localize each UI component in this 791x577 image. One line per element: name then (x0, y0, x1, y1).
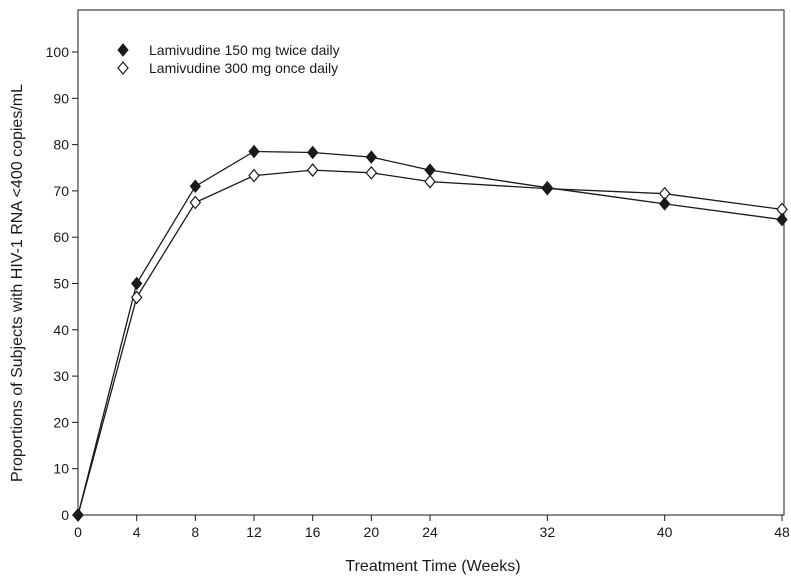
legend-label-series-1: Lamivudine 150 mg twice daily (149, 42, 340, 58)
x-axis-label: Treatment Time (Weeks) (345, 558, 520, 575)
data-point-series-1 (131, 276, 143, 291)
data-point-series-1 (307, 145, 319, 160)
x-tick-label: 12 (246, 524, 262, 540)
data-point-series-1 (776, 212, 788, 227)
y-tick-label: 40 (53, 322, 69, 338)
data-point-series-2 (424, 174, 436, 189)
legend-label-series-2: Lamivudine 300 mg once daily (149, 60, 338, 76)
data-point-series-1 (424, 163, 436, 177)
x-tick-label: 32 (540, 524, 556, 540)
plot-frame (77, 9, 785, 516)
y-tick-label: 10 (53, 461, 69, 477)
x-tick-label: 20 (364, 524, 380, 540)
legend-marker-open-diamond (117, 61, 129, 75)
data-point-series-1 (189, 179, 201, 194)
x-tick-label: 16 (305, 524, 321, 540)
y-tick-label: 50 (53, 276, 69, 292)
y-tick-label: 100 (46, 44, 70, 60)
data-point-series-2 (130, 290, 143, 305)
y-tick-label: 20 (53, 414, 69, 430)
x-axis-ticks: 0 4 8 12 16 20 24 32 40 48 (74, 515, 790, 540)
series-layer (72, 144, 788, 522)
legend-marker-filled-diamond (117, 43, 129, 57)
data-point-series-2 (365, 165, 378, 180)
data-point-series-2 (248, 168, 260, 183)
data-point-series-1 (541, 180, 553, 195)
chart-axes (77, 9, 785, 516)
x-tick-label: 48 (774, 524, 790, 540)
data-point-series-2 (189, 195, 202, 210)
y-tick-label: 0 (61, 507, 69, 523)
x-tick-label: 8 (191, 524, 199, 540)
data-point-series-2 (306, 163, 319, 178)
x-tick-label: 24 (422, 524, 438, 540)
x-tick-label: 4 (133, 524, 141, 540)
x-tick-label: 0 (74, 524, 82, 540)
x-tick-label: 40 (657, 524, 673, 540)
data-point-series-1 (72, 508, 84, 522)
legend: Lamivudine 150 mg twice daily Lamivudine… (117, 42, 340, 76)
y-tick-label: 70 (53, 183, 69, 199)
y-tick-label: 90 (53, 90, 69, 106)
series-line-1 (77, 150, 783, 516)
series-line-2 (77, 169, 783, 516)
data-point-series-1 (248, 144, 260, 159)
data-point-series-1 (365, 150, 377, 164)
y-tick-label: 80 (53, 137, 69, 153)
y-tick-label: 30 (53, 368, 69, 384)
y-axis-ticks: 0 10 20 30 40 50 60 70 80 90 100 (46, 44, 78, 523)
y-tick-label: 60 (53, 229, 69, 245)
data-point-series-1 (659, 197, 671, 211)
y-axis-label: Proportions of Subjects with HIV-1 RNA <… (9, 84, 26, 482)
